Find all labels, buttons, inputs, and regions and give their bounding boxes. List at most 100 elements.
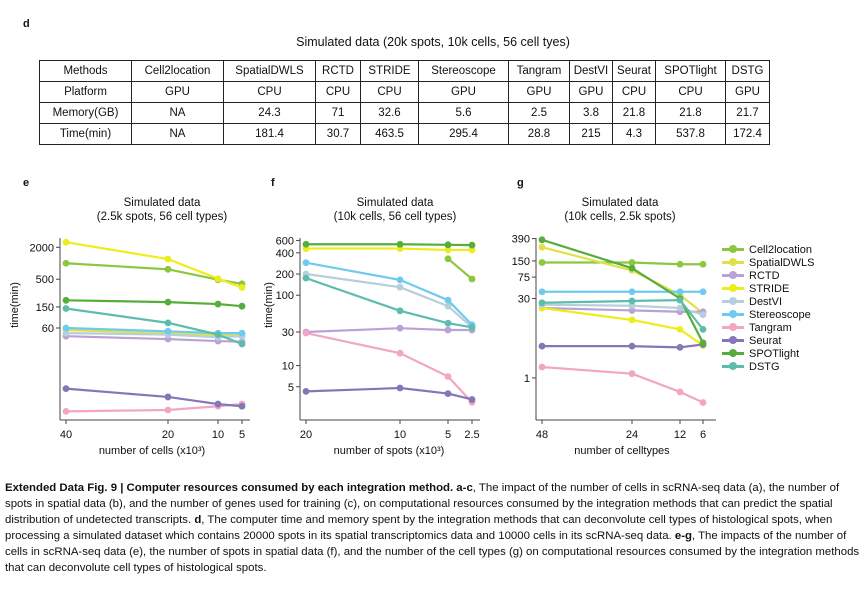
legend-swatch-stereoscope bbox=[722, 308, 744, 321]
chart-f-y-tick-label: 200 bbox=[276, 269, 294, 281]
chart-f-y-tick-label: 10 bbox=[282, 361, 294, 373]
chart-e-point-dstg bbox=[214, 331, 222, 339]
chart-g-x-tick-label: 12 bbox=[674, 429, 686, 441]
chart-f-series-cell2location-line bbox=[447, 257, 473, 280]
chart-g-y-tick-label: 1 bbox=[524, 373, 530, 385]
table-cell: Platform bbox=[39, 81, 132, 103]
chart-g-point-tangram bbox=[628, 370, 636, 378]
chart-f-y-label: time(min) bbox=[263, 282, 275, 328]
legend-item-stereoscope: Stereoscope bbox=[722, 308, 814, 321]
panel-letter-e: e bbox=[23, 177, 30, 189]
chart-e-point-stereoscope bbox=[238, 329, 246, 337]
chart-e-point-seurat bbox=[164, 393, 172, 401]
table-row: Methods Cell2location SpatialDWLS RCTD S… bbox=[39, 60, 770, 82]
legend-swatch-dot bbox=[729, 349, 737, 357]
chart-f-point-destvi bbox=[444, 302, 452, 310]
legend-swatch-spotlight bbox=[722, 347, 744, 360]
legend-item-seurat: Seurat bbox=[722, 334, 814, 347]
chart-e-point-stride bbox=[164, 255, 172, 263]
legend-swatch-seurat bbox=[722, 334, 744, 347]
chart-g-point-seurat bbox=[676, 343, 684, 351]
chart-f-point-dstg bbox=[396, 307, 404, 315]
chart-f-series-dstg-line bbox=[305, 277, 473, 329]
legend-swatch-dot bbox=[729, 336, 737, 344]
legend-item-cell2location: Cell2location bbox=[722, 243, 814, 256]
chart-e-x-tick-label: 10 bbox=[212, 429, 224, 441]
legend-swatch-dot bbox=[729, 245, 737, 253]
chart-g-point-dstg bbox=[699, 325, 707, 333]
chart-f-title-line2: (10k cells, 56 cell types) bbox=[333, 211, 457, 223]
chart-f-x-label: number of spots (x10³) bbox=[334, 445, 445, 457]
chart-e-point-stereoscope bbox=[62, 324, 70, 332]
chart-g-point-seurat bbox=[628, 342, 636, 350]
chart-f-point-destvi bbox=[396, 283, 404, 291]
chart-f-point-tangram bbox=[396, 349, 404, 357]
chart-g-point-cell2location bbox=[628, 259, 636, 266]
chart-f-point-dstg bbox=[468, 323, 476, 331]
chart-f-x-tick-label: 20 bbox=[300, 429, 312, 441]
chart-e-point-seurat bbox=[62, 385, 70, 393]
chart-f-point-spotlight bbox=[396, 240, 404, 248]
table-cell: CPU bbox=[612, 81, 656, 103]
chart-e-title-line1: Simulated data bbox=[123, 197, 201, 209]
chart-f-point-stride bbox=[468, 246, 476, 254]
chart-f-point-cell2location bbox=[468, 275, 476, 283]
chart-f-x-tick-label: 5 bbox=[445, 429, 451, 441]
chart-f-point-seurat bbox=[396, 384, 404, 392]
caption-bold-ac: Extended Data Fig. 9 | Computer resource… bbox=[5, 482, 473, 494]
chart-f-y-tick-label: 100 bbox=[276, 290, 294, 302]
table-row: Time(min) NA 181.4 30.7 463.5 295.4 28.8… bbox=[39, 123, 770, 145]
chart-g-point-cell2location bbox=[699, 260, 707, 268]
chart-f-point-spotlight bbox=[302, 240, 310, 248]
chart-g-point-dstg bbox=[538, 299, 546, 307]
chart-e-point-cell2location bbox=[62, 259, 70, 267]
legend-item-dstg: DSTG bbox=[722, 360, 814, 373]
caption-bold-eg: e-g bbox=[674, 530, 692, 542]
chart-g-point-spatialdwls bbox=[538, 243, 546, 251]
chart-g-point-spotlight bbox=[628, 264, 636, 272]
chart-g-x-label: number of celltypes bbox=[574, 445, 670, 457]
table-cell: CPU bbox=[655, 81, 726, 103]
legend-item-tangram: Tangram bbox=[722, 321, 814, 334]
chart-f-point-spotlight bbox=[444, 241, 452, 249]
chart-f-series-tangram-line bbox=[305, 331, 473, 404]
table-cell: Stereoscope bbox=[418, 60, 509, 82]
legend-swatch-dot bbox=[729, 284, 737, 292]
chart-e-point-spotlight bbox=[62, 296, 70, 304]
chart-e-x-tick-label: 20 bbox=[162, 429, 174, 441]
chart-f-x-tick-label: 10 bbox=[394, 429, 406, 441]
chart-f-series-seurat-line bbox=[305, 386, 473, 401]
chart-g-series-stride-line bbox=[541, 306, 704, 347]
chart-g-point-cell2location bbox=[676, 260, 684, 268]
chart-e-point-spotlight bbox=[214, 300, 222, 308]
legend-label: Tangram bbox=[749, 321, 792, 334]
chart-g-point-destvi bbox=[628, 302, 636, 310]
legend-swatch-dot bbox=[729, 323, 737, 331]
chart-e-series-spotlight-line bbox=[65, 299, 243, 308]
chart-g-point-stereoscope bbox=[628, 288, 636, 296]
caption-text-2: , The computer time and memory spent by … bbox=[5, 514, 833, 542]
charts-canvas: 2000 500 150 60 40 20 10 5 number of cells (x10³… bbox=[9, 234, 716, 457]
chart-g-x-tick-label: 6 bbox=[700, 429, 706, 441]
chart-f-point-stereoscope bbox=[302, 259, 310, 267]
panel-letter-d: d bbox=[23, 18, 30, 30]
legend-swatch-cell2location bbox=[722, 243, 744, 256]
chart-g-point-destvi bbox=[676, 304, 684, 312]
legend-item-spatialdwls: SpatialDWLS bbox=[722, 256, 814, 269]
chart-e-series-stride-line bbox=[65, 241, 243, 289]
chart-e-point-spotlight bbox=[238, 302, 246, 310]
legend: Cell2location SpatialDWLS RCTD STRIDE DestVI… bbox=[722, 243, 814, 373]
table-cell: Time(min) bbox=[39, 123, 132, 145]
chart-g-series-destvi-line bbox=[541, 303, 704, 316]
chart-e-series-dstg-line bbox=[65, 307, 243, 345]
table-title: Simulated data (20k spots, 10k cells, 56… bbox=[296, 35, 570, 49]
chart-f-point-seurat bbox=[468, 396, 476, 403]
chart-g-point-dstg bbox=[676, 296, 684, 304]
chart-e-x-tick-label: 5 bbox=[239, 429, 245, 441]
chart-e-point-tangram bbox=[62, 407, 70, 415]
chart-g-title-line2: (10k cells, 2.5k spots) bbox=[564, 211, 676, 223]
chart-e-x-label: number of cells (x10³) bbox=[99, 445, 205, 457]
chart-e-x-tick-label: 40 bbox=[60, 429, 72, 441]
chart-f-point-tangram bbox=[444, 373, 452, 380]
table-cell: 181.4 bbox=[223, 123, 316, 145]
